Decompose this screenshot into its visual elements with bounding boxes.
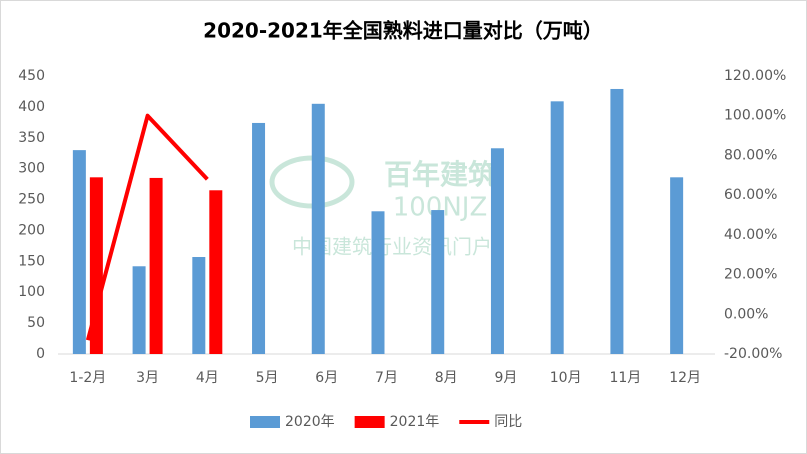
bar bbox=[209, 190, 223, 354]
y-tick-label: 150 bbox=[18, 253, 45, 269]
bar bbox=[610, 88, 624, 355]
y-tick-label: 200 bbox=[18, 222, 45, 238]
x-tick-label: 12月 bbox=[669, 370, 701, 386]
bar bbox=[149, 177, 163, 354]
bar bbox=[670, 177, 684, 354]
y-tick-label: 250 bbox=[18, 192, 45, 208]
y2-tick-label: 40.00% bbox=[724, 227, 777, 243]
x-tick-label: 8月 bbox=[435, 370, 458, 386]
x-tick-label: 10月 bbox=[550, 370, 582, 386]
x-tick-label: 4月 bbox=[196, 370, 219, 386]
bar bbox=[490, 148, 504, 354]
watermark-text: 中国建筑行业资讯门户 bbox=[292, 235, 492, 259]
legend-label: 同比 bbox=[494, 414, 522, 430]
y2-tick-label: 20.00% bbox=[724, 267, 777, 283]
x-tick-label: 3月 bbox=[136, 370, 159, 386]
y-tick-label: 0 bbox=[36, 346, 45, 362]
y-tick-label: 350 bbox=[18, 130, 45, 146]
bar bbox=[132, 266, 146, 354]
legend-label: 2020年 bbox=[285, 414, 335, 430]
y2-tick-label: 80.00% bbox=[724, 147, 777, 163]
chart-title: 2020-2021年全国熟料进口量对比（万吨） bbox=[203, 19, 603, 43]
y-tick-label: 100 bbox=[18, 284, 45, 300]
y-tick-label: 400 bbox=[18, 99, 45, 115]
bar bbox=[192, 257, 206, 354]
y2-tick-label: -20.00% bbox=[724, 346, 782, 362]
y-tick-label: 300 bbox=[18, 161, 45, 177]
x-tick-label: 7月 bbox=[375, 370, 398, 386]
y2-tick-label: 120.00% bbox=[724, 68, 786, 84]
x-tick-label: 6月 bbox=[315, 370, 338, 386]
x-tick-label: 1-2月 bbox=[69, 370, 106, 386]
y2-tick-label: 60.00% bbox=[724, 187, 777, 203]
bar bbox=[72, 150, 86, 354]
bar bbox=[252, 122, 266, 354]
y2-tick-label: 0.00% bbox=[724, 306, 768, 322]
line bbox=[85, 113, 209, 341]
bar bbox=[371, 211, 385, 354]
y-tick-label: 50 bbox=[27, 315, 45, 331]
legend-swatch bbox=[250, 416, 280, 428]
bar bbox=[311, 103, 325, 354]
bar bbox=[89, 177, 103, 354]
x-tick-label: 9月 bbox=[494, 370, 517, 386]
bar bbox=[550, 101, 564, 354]
bar bbox=[431, 210, 445, 354]
legend-label: 2021年 bbox=[390, 414, 440, 430]
legend-swatch bbox=[354, 416, 385, 428]
x-tick-label: 5月 bbox=[256, 370, 279, 386]
watermark-text: 百年建筑 bbox=[384, 158, 496, 191]
y-tick-label: 450 bbox=[18, 68, 45, 84]
y2-tick-label: 100.00% bbox=[724, 108, 786, 124]
x-tick-label: 11月 bbox=[609, 370, 641, 386]
